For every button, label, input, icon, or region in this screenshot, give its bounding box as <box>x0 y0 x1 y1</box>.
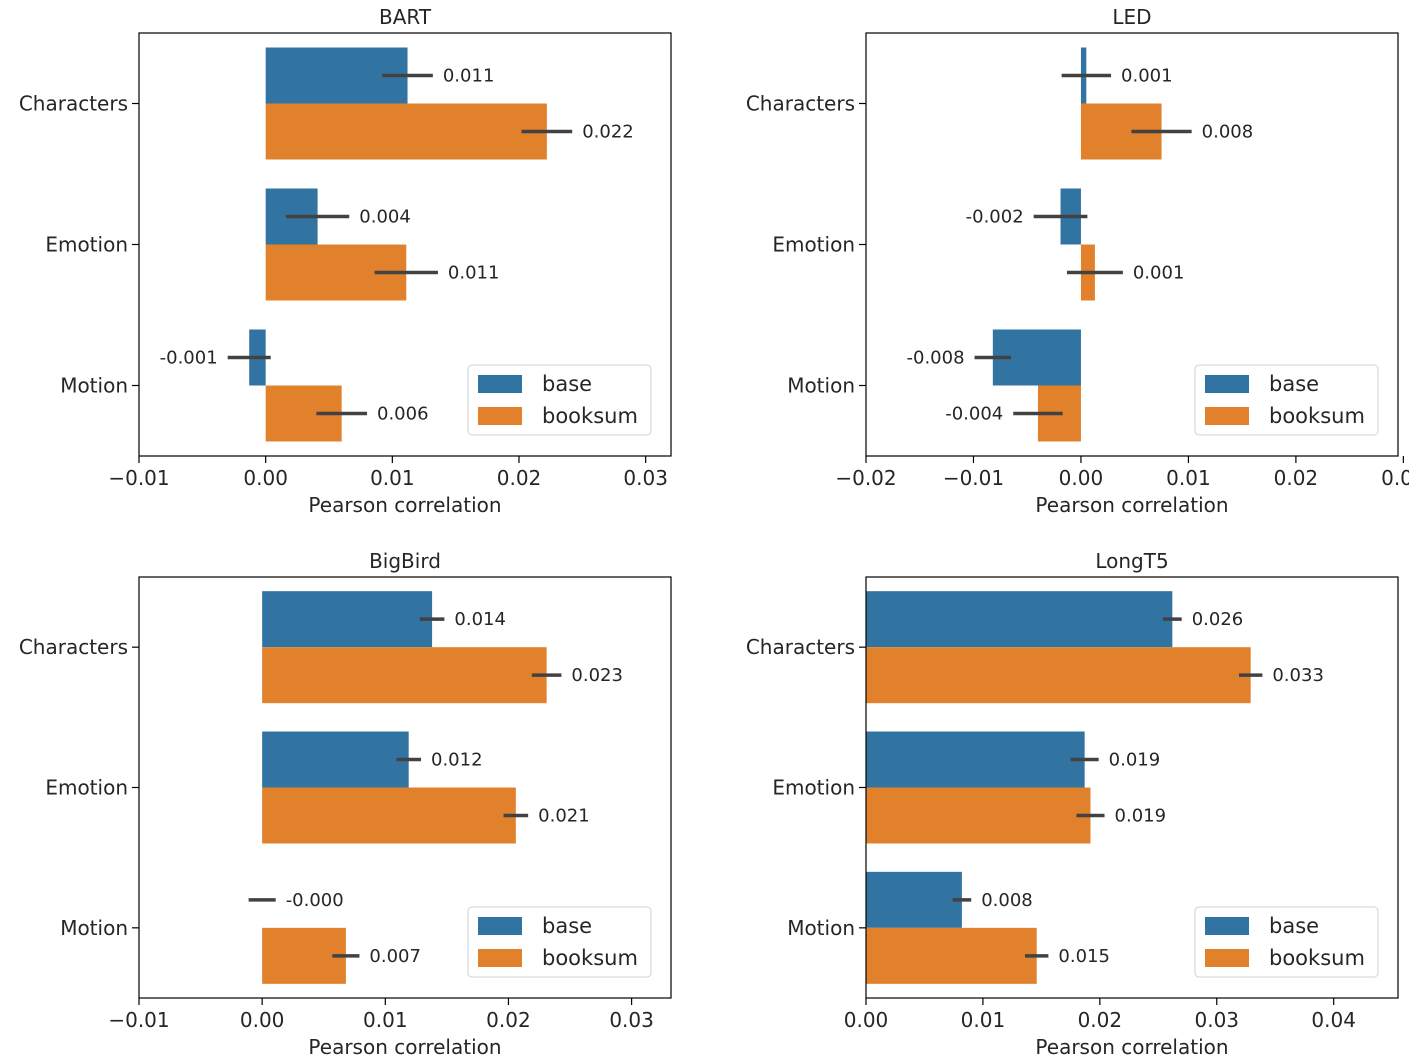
data-label-base-emotion: 0.012 <box>431 750 483 771</box>
x-tick-label: 0.02 <box>1078 1008 1123 1032</box>
x-tick-label: 0.01 <box>363 1008 408 1032</box>
bar-booksum-emotion <box>262 787 516 844</box>
data-label-base-characters: 0.026 <box>1192 609 1244 630</box>
bar-base-motion <box>866 871 962 928</box>
data-label-base-characters: 0.011 <box>443 66 495 87</box>
legend-label-booksum: booksum <box>1269 404 1365 428</box>
y-tick-label-emotion: Emotion <box>45 776 128 800</box>
chart-title-bigbird: BigBird <box>369 549 441 573</box>
chart-title-longt5: LongT5 <box>1095 549 1168 573</box>
bar-booksum-emotion <box>866 787 1091 844</box>
data-label-booksum-characters: 0.033 <box>1272 665 1324 686</box>
data-label-booksum-emotion: 0.021 <box>538 806 590 827</box>
data-label-base-motion: -0.000 <box>286 890 344 911</box>
legend-label-base: base <box>542 914 592 938</box>
bar-booksum-motion <box>262 927 346 984</box>
bar-base-characters <box>866 591 1173 648</box>
bar-base-emotion <box>866 731 1085 788</box>
bar-booksum-characters <box>262 647 547 704</box>
bar-base-emotion <box>262 731 409 788</box>
data-label-booksum-emotion: 0.019 <box>1115 806 1167 827</box>
data-label-booksum-emotion: 0.011 <box>448 263 500 284</box>
legend-label-booksum: booksum <box>542 946 638 970</box>
legend-swatch-base <box>1205 375 1249 393</box>
y-tick-label-characters: Characters <box>19 92 128 116</box>
x-tick-label: 0.03 <box>609 1008 654 1032</box>
data-label-booksum-motion: 0.007 <box>369 946 421 967</box>
chart-title-led: LED <box>1112 5 1151 29</box>
legend-swatch-booksum <box>1205 407 1249 425</box>
x-tick-label: 0.02 <box>497 466 542 490</box>
x-tick-label: −0.01 <box>108 1008 169 1032</box>
y-tick-label-emotion: Emotion <box>45 233 128 257</box>
data-label-base-motion: 0.008 <box>981 890 1033 911</box>
legend-label-base: base <box>1269 372 1319 396</box>
data-label-booksum-motion: -0.004 <box>945 404 1003 425</box>
data-label-booksum-characters: 0.008 <box>1202 122 1254 143</box>
bar-booksum-characters <box>866 647 1251 704</box>
data-label-booksum-motion: 0.006 <box>377 404 429 425</box>
x-tick-label: 0.00 <box>844 1008 889 1032</box>
legend-label-booksum: booksum <box>542 404 638 428</box>
chart-title-bart: BART <box>379 5 432 29</box>
x-tick-label: 0.00 <box>240 1008 285 1032</box>
x-tick-label: 0.00 <box>243 466 288 490</box>
bar-booksum-motion <box>866 927 1037 984</box>
bar-base-characters <box>262 591 433 648</box>
data-label-base-emotion: -0.002 <box>966 207 1024 228</box>
x-axis-label: Pearson correlation <box>1035 1035 1228 1059</box>
y-tick-label-characters: Characters <box>746 635 855 659</box>
data-label-booksum-emotion: 0.001 <box>1133 263 1185 284</box>
x-tick-label: 0.01 <box>370 466 415 490</box>
x-tick-label: 0.03 <box>623 466 668 490</box>
x-tick-label: 0.01 <box>961 1008 1006 1032</box>
x-tick-label: 0.03 <box>1381 466 1409 490</box>
legend-swatch-base <box>478 375 522 393</box>
x-tick-label: 0.04 <box>1311 1008 1356 1032</box>
x-tick-label: 0.03 <box>1195 1008 1240 1032</box>
y-tick-label-motion: Motion <box>787 374 855 398</box>
legend-swatch-base <box>478 917 522 935</box>
y-tick-label-motion: Motion <box>60 916 128 940</box>
x-axis-label: Pearson correlation <box>308 493 501 517</box>
data-label-base-characters: 0.001 <box>1121 66 1173 87</box>
x-tick-label: 0.00 <box>1059 466 1104 490</box>
x-axis-label: Pearson correlation <box>308 1035 501 1059</box>
legend-label-booksum: booksum <box>1269 946 1365 970</box>
data-label-booksum-motion: 0.015 <box>1058 946 1110 967</box>
y-tick-label-motion: Motion <box>787 916 855 940</box>
legend-swatch-booksum <box>1205 949 1249 967</box>
data-label-base-emotion: 0.019 <box>1109 750 1161 771</box>
data-label-booksum-characters: 0.022 <box>582 122 634 143</box>
legend-label-base: base <box>1269 914 1319 938</box>
data-label-base-characters: 0.014 <box>454 609 506 630</box>
x-tick-label: 0.02 <box>486 1008 531 1032</box>
x-axis-label: Pearson correlation <box>1035 493 1228 517</box>
data-label-base-motion: -0.008 <box>907 348 965 369</box>
y-tick-label-emotion: Emotion <box>772 233 855 257</box>
legend-label-base: base <box>542 372 592 396</box>
x-tick-label: −0.01 <box>108 466 169 490</box>
x-tick-label: 0.01 <box>1166 466 1211 490</box>
y-tick-label-characters: Characters <box>19 635 128 659</box>
x-tick-label: 0.02 <box>1274 466 1319 490</box>
y-tick-label-characters: Characters <box>746 92 855 116</box>
legend-swatch-base <box>1205 917 1249 935</box>
x-tick-label: −0.01 <box>943 466 1004 490</box>
legend-swatch-booksum <box>478 949 522 967</box>
y-tick-label-emotion: Emotion <box>772 776 855 800</box>
legend-swatch-booksum <box>478 407 522 425</box>
data-label-base-emotion: 0.004 <box>359 207 411 228</box>
bar-booksum-characters <box>265 103 547 160</box>
data-label-base-motion: -0.001 <box>160 348 218 369</box>
y-tick-label-motion: Motion <box>60 374 128 398</box>
x-tick-label: −0.02 <box>835 466 896 490</box>
data-label-booksum-characters: 0.023 <box>571 665 623 686</box>
